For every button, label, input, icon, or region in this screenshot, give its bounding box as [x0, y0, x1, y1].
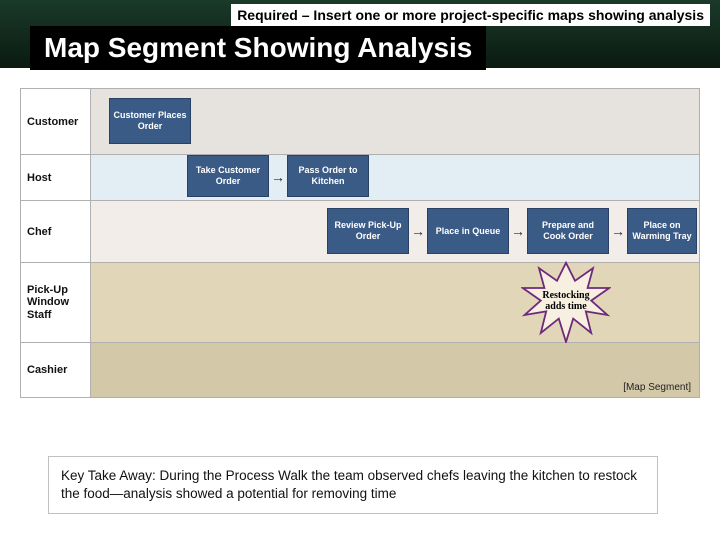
arrow-icon: → [611, 223, 625, 239]
node-review-pickup-order: Review Pick-Up Order [327, 208, 409, 254]
map-segment-caption: [Map Segment] [623, 382, 691, 393]
arrow-icon: → [411, 223, 425, 239]
node-customer-places-order: Customer Places Order [109, 98, 191, 144]
lane-pickup-staff: Pick-Up Window Staff Restocking adds tim… [21, 263, 699, 343]
lane-chef: Chef Review Pick-Up Order → Place in Que… [21, 201, 699, 263]
lane-cashier: Cashier [Map Segment] [21, 343, 699, 397]
node-pass-order-to-kitchen: Pass Order to Kitchen [287, 155, 369, 197]
restocking-callout: Restocking adds time [521, 261, 611, 341]
arrow-icon: → [271, 169, 285, 185]
lane-label-host: Host [21, 155, 91, 200]
lane-label-customer: Customer [21, 89, 91, 154]
callout-line2: adds time [545, 301, 586, 312]
node-place-in-queue: Place in Queue [427, 208, 509, 254]
node-prepare-cook: Prepare and Cook Order [527, 208, 609, 254]
key-takeaway-box: Key Take Away: During the Process Walk t… [48, 456, 658, 514]
slide-banner: Required – Insert one or more project-sp… [0, 0, 720, 68]
arrow-icon: → [511, 223, 525, 239]
node-take-customer-order: Take Customer Order [187, 155, 269, 197]
lane-customer: Customer Customer Places Order [21, 89, 699, 155]
node-place-on-tray: Place on Warming Tray [627, 208, 697, 254]
page-title: Map Segment Showing Analysis [30, 26, 486, 70]
lane-label-pickup: Pick-Up Window Staff [21, 263, 91, 342]
callout-text: Restocking adds time [534, 290, 598, 313]
lane-host: Host Take Customer Order → Pass Order to… [21, 155, 699, 201]
lane-label-chef: Chef [21, 201, 91, 262]
callout-line1: Restocking [542, 290, 589, 301]
required-note: Required – Insert one or more project-sp… [231, 4, 710, 26]
swimlane-diagram: Customer Customer Places Order Host Take… [20, 88, 700, 398]
lane-label-cashier: Cashier [21, 343, 91, 397]
